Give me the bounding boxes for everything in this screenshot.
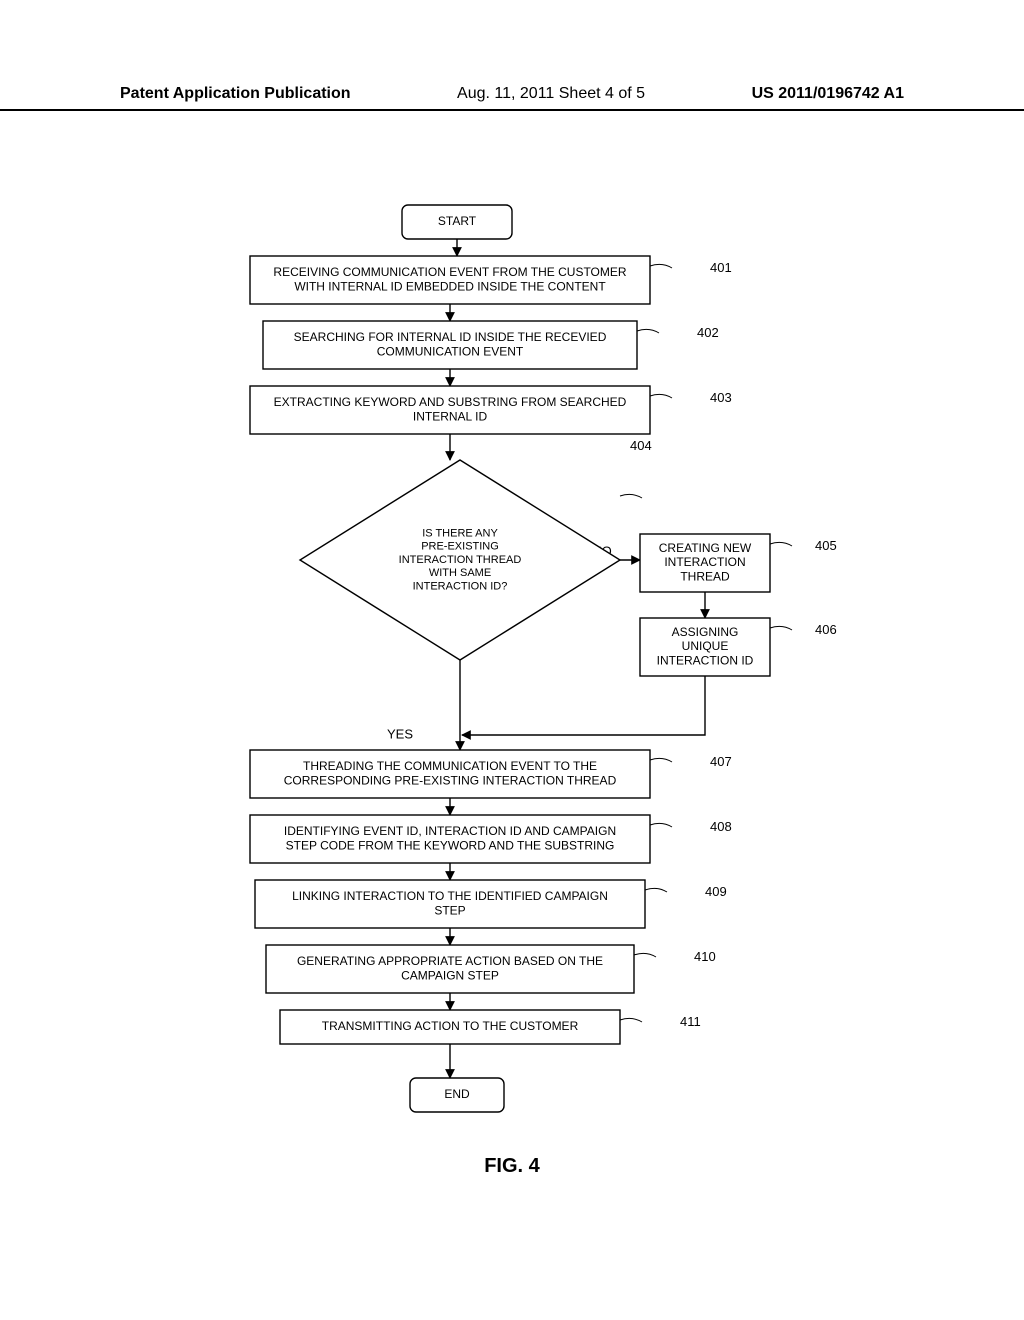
page: Patent Application Publication Aug. 11, … [0, 0, 1024, 1320]
ref-408: 408 [710, 819, 732, 834]
ref-403: 403 [710, 390, 732, 405]
svg-text:RECEIVING COMMUNICATION EVENT: RECEIVING COMMUNICATION EVENT FROM THE C… [273, 265, 626, 293]
node-n407: THREADING THE COMMUNICATION EVENT TO THE… [250, 750, 650, 798]
ref-407: 407 [710, 754, 732, 769]
node-n402: SEARCHING FOR INTERNAL ID INSIDE THE REC… [263, 321, 637, 369]
node-n410: GENERATING APPROPRIATE ACTION BASED ON T… [266, 945, 634, 993]
node-d404: IS THERE ANYPRE-EXISTINGINTERACTION THRE… [300, 460, 620, 660]
flowchart: NOYESSTARTRECEIVING COMMUNICATION EVENT … [0, 0, 1024, 1320]
svg-text:END: END [444, 1087, 470, 1101]
svg-text:TRANSMITTING ACTION TO THE CUS: TRANSMITTING ACTION TO THE CUSTOMER [322, 1019, 579, 1033]
ref-411: 411 [680, 1014, 701, 1029]
ref-401: 401 [710, 260, 732, 275]
svg-text:YES: YES [387, 726, 413, 741]
ref-409: 409 [705, 884, 727, 899]
node-n405: CREATING NEWINTERACTIONTHREAD [640, 534, 770, 592]
node-end: END [410, 1078, 504, 1112]
node-n406: ASSIGNINGUNIQUEINTERACTION ID [640, 618, 770, 676]
ref-404: 404 [630, 438, 652, 453]
ref-402: 402 [697, 325, 719, 340]
figure-caption: FIG. 4 [0, 1155, 1024, 1178]
node-n403: EXTRACTING KEYWORD AND SUBSTRING FROM SE… [250, 386, 650, 434]
svg-text:START: START [438, 214, 477, 228]
ref-405: 405 [815, 538, 837, 553]
ref-406: 406 [815, 622, 837, 637]
node-n411: TRANSMITTING ACTION TO THE CUSTOMER [280, 1010, 620, 1044]
ref-410: 410 [694, 949, 716, 964]
node-n401: RECEIVING COMMUNICATION EVENT FROM THE C… [250, 256, 650, 304]
node-start: START [402, 205, 512, 239]
svg-text:THREADING THE COMMUNICATION EV: THREADING THE COMMUNICATION EVENT TO THE… [284, 759, 617, 787]
svg-text:IDENTIFYING EVENT ID, INTERACT: IDENTIFYING EVENT ID, INTERACTION ID AND… [284, 824, 616, 852]
node-n408: IDENTIFYING EVENT ID, INTERACTION ID AND… [250, 815, 650, 863]
node-n409: LINKING INTERACTION TO THE IDENTIFIED CA… [255, 880, 645, 928]
